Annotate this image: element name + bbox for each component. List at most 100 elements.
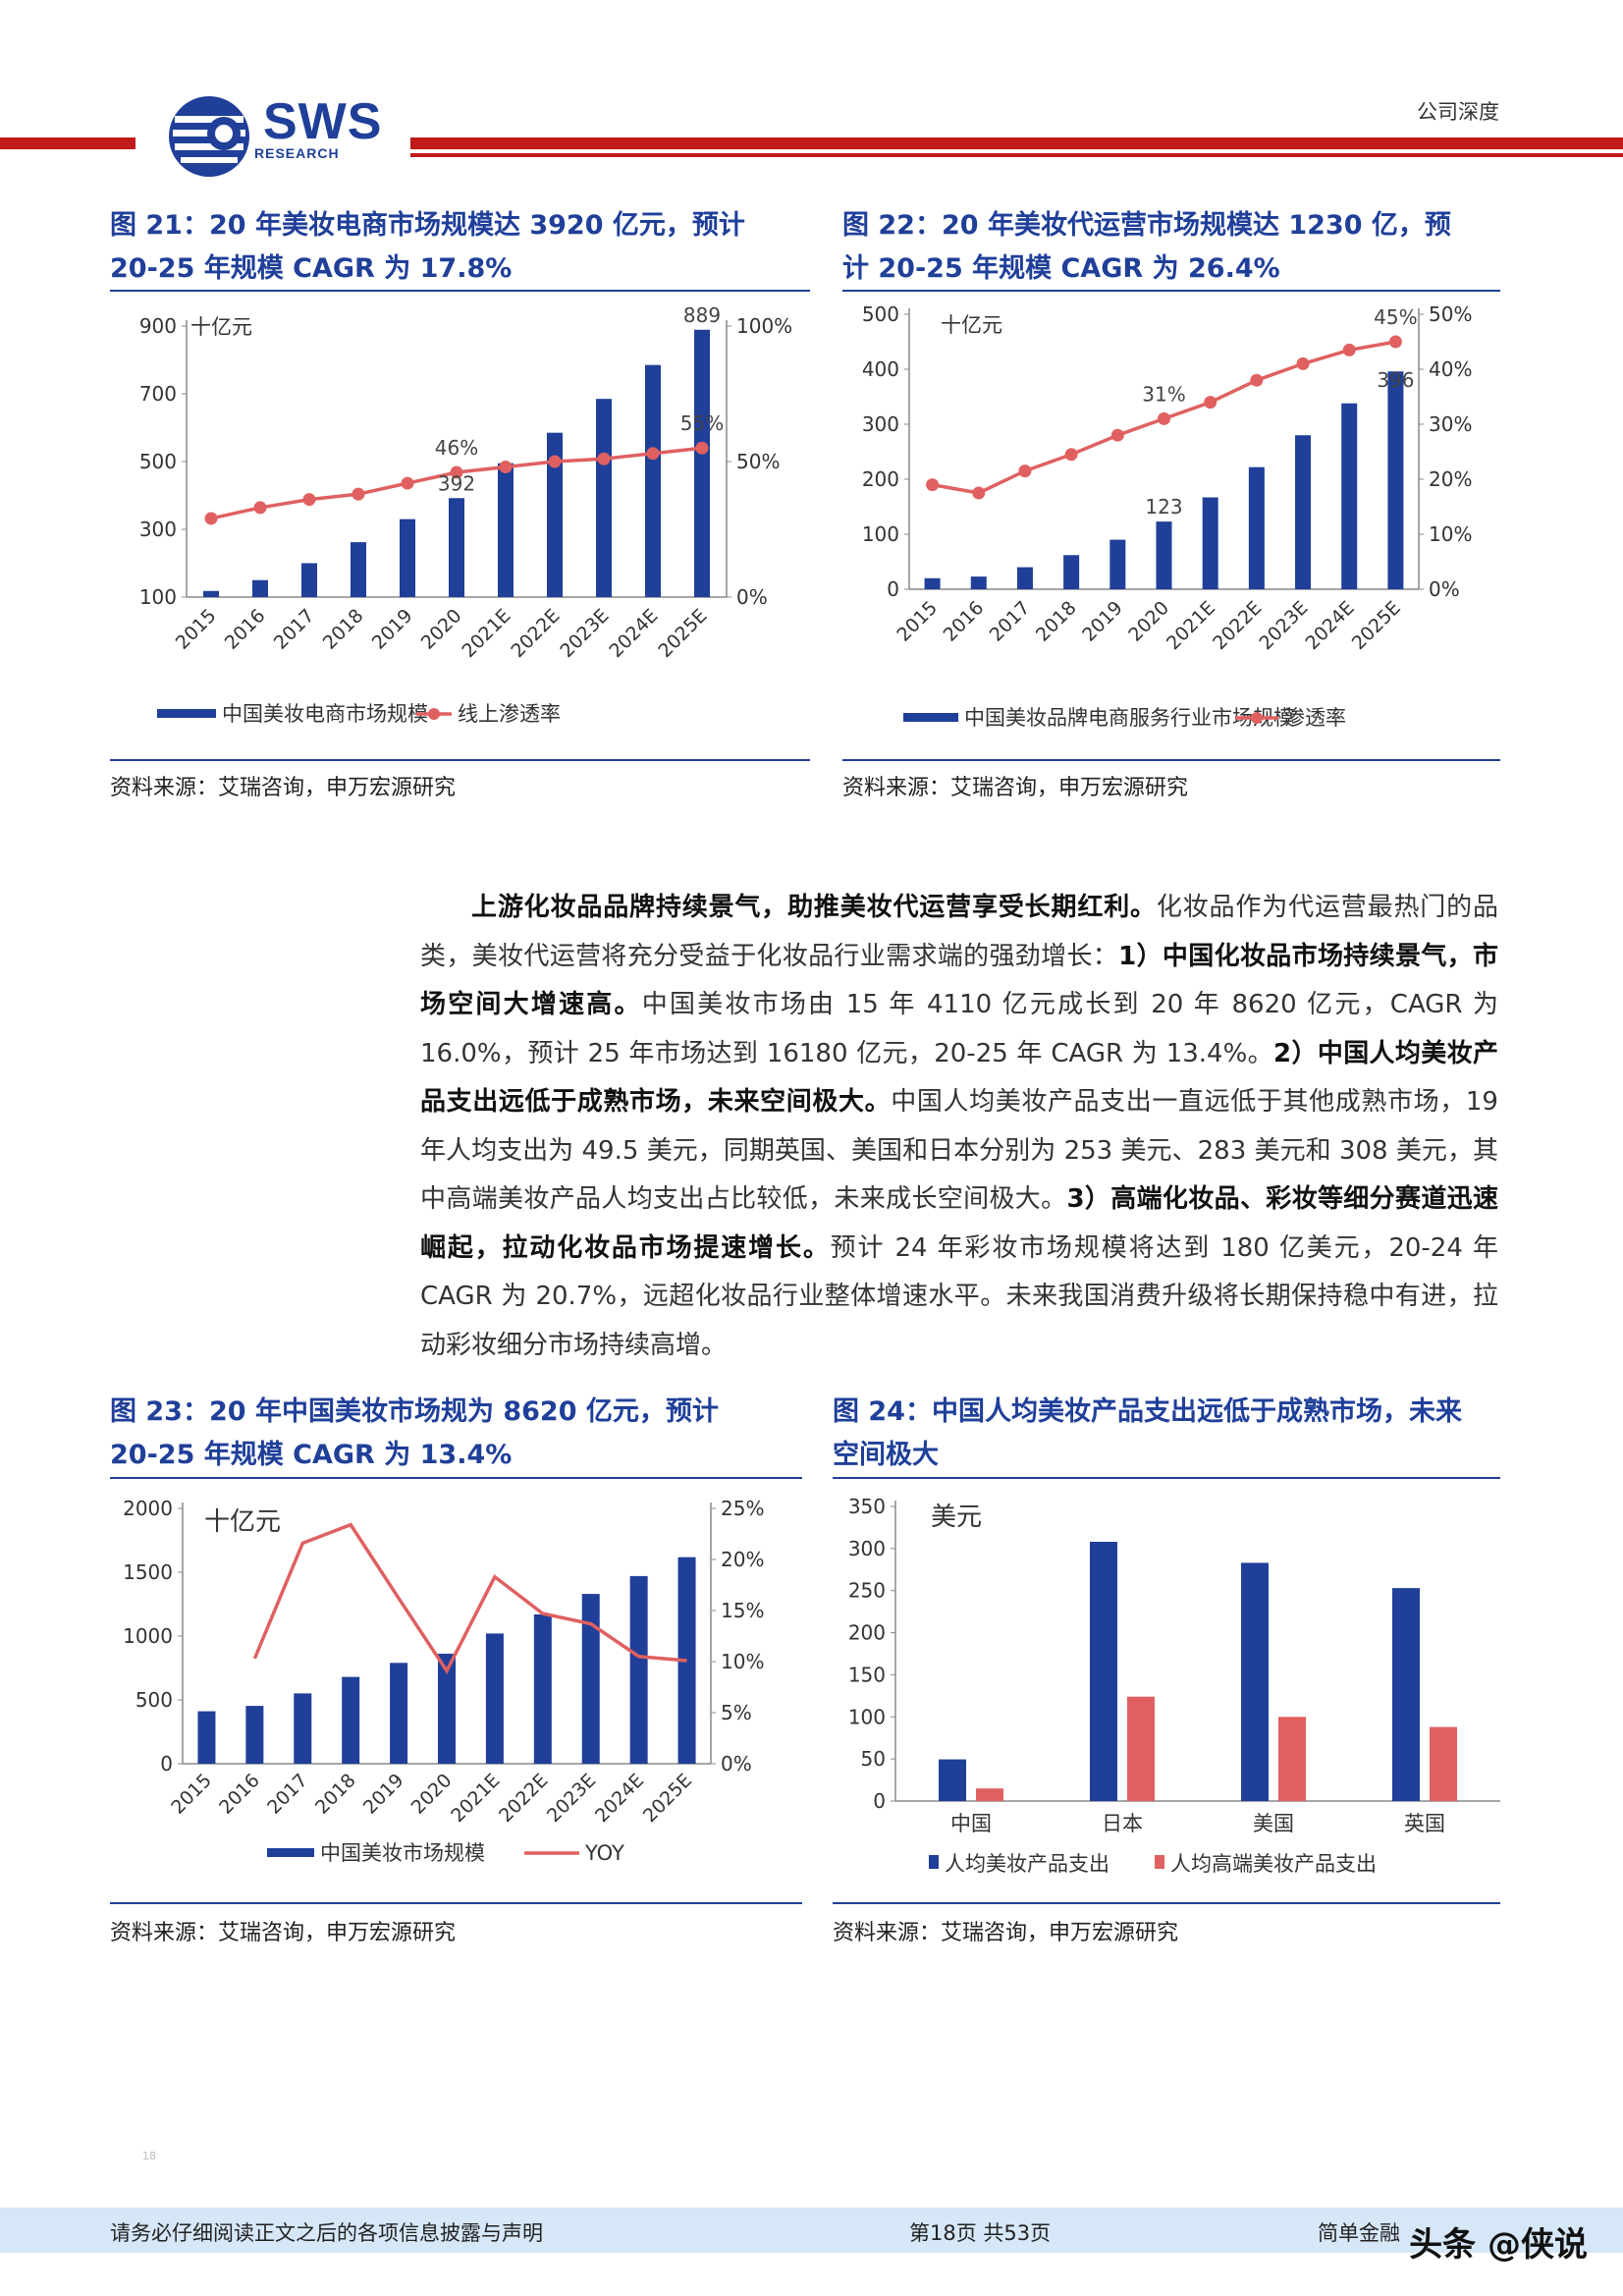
bar <box>1295 435 1312 589</box>
line-point <box>1388 335 1402 349</box>
bar <box>485 1633 504 1764</box>
y-tick-right-label: 30% <box>1429 412 1472 436</box>
y-tick-left-label: 500 <box>862 302 899 326</box>
unit-label: 美元 <box>931 1503 982 1532</box>
bar <box>939 1759 966 1801</box>
para-text-1: 化妆品作为代运营最热门的品类，美妆代运营将充分受益于化妆品行业需求端的强劲增长： <box>420 893 1498 971</box>
bar <box>547 432 563 597</box>
x-tick-label: 2015 <box>893 597 942 646</box>
figure-21-bottom-rule <box>110 759 810 761</box>
y-tick-right-label: 0% <box>1429 577 1460 601</box>
figure-21-source: 资料来源：艾瑞咨询，申万宏源研究 <box>110 776 457 800</box>
legend-swatch-dot <box>1251 712 1263 724</box>
y-tick-left-label: 1500 <box>123 1560 173 1584</box>
y-tick-left-label: 700 <box>139 382 177 406</box>
footer-page-count: 第18页 共53页 <box>909 2221 1052 2245</box>
y-tick-right-label: 5% <box>721 1701 752 1724</box>
bar <box>203 590 219 597</box>
bar <box>294 1693 312 1764</box>
line-point <box>1250 373 1264 387</box>
figure-23-top-rule <box>110 1477 802 1479</box>
bar <box>1430 1726 1457 1801</box>
x-tick-label: 2019 <box>359 1770 408 1819</box>
figure-22-source: 资料来源：艾瑞咨询，申万宏源研究 <box>842 776 1189 800</box>
line-point <box>548 455 562 468</box>
bar <box>533 1613 552 1764</box>
bar <box>1063 555 1080 589</box>
bar <box>1392 1588 1420 1801</box>
figure-24-title-line2: 空间极大 <box>833 1440 939 1470</box>
line-point <box>1296 356 1310 370</box>
legend-swatch <box>157 709 216 718</box>
para-bold-2: 1）中国化妆品市场持续景气，市场空间大增速高。 <box>420 941 1498 1020</box>
figure-24-source: 资料来源：艾瑞咨询，申万宏源研究 <box>833 1921 1179 1945</box>
bar <box>645 364 661 597</box>
y-tick-left-label: 300 <box>848 1537 886 1560</box>
bar <box>301 563 317 597</box>
legend-swatch <box>267 1848 314 1857</box>
unit-label: 十亿元 <box>204 1507 281 1537</box>
bar <box>596 399 612 597</box>
x-tick-label: 2016 <box>221 605 270 654</box>
x-tick-label: 2021E <box>458 605 514 662</box>
data-label: 31% <box>1142 382 1185 406</box>
y-tick-left-label: 0 <box>887 577 899 601</box>
legend-label: 人均高端美妆产品支出 <box>1170 1852 1377 1876</box>
y-tick-left-label: 100 <box>139 585 177 609</box>
x-tick-label: 2021E <box>1163 597 1219 654</box>
y-tick-right-label: 25% <box>721 1497 764 1520</box>
x-tick-label: 2022E <box>1209 597 1266 654</box>
x-tick-label: 2022E <box>495 1770 552 1827</box>
y-tick-left-label: 50 <box>861 1747 886 1771</box>
x-tick-label: 2018 <box>1032 597 1081 646</box>
line-point <box>401 476 414 490</box>
line-point <box>695 441 709 455</box>
bar <box>1016 567 1033 589</box>
x-tick-label: 2021E <box>447 1770 504 1827</box>
x-tick-label: 2017 <box>263 1770 312 1819</box>
figure-21-title-line2: 20-25 年规模 CAGR 为 17.8% <box>110 253 513 284</box>
x-tick-label: 2022E <box>507 605 564 662</box>
legend-label: YOY <box>584 1841 624 1865</box>
x-tick-label: 2023E <box>1255 597 1312 654</box>
y-tick-left-label: 100 <box>862 522 899 546</box>
page-number-faint: 18 <box>142 2150 156 2162</box>
line-point <box>646 447 660 461</box>
footer-brand: 简单金融 <box>1318 2221 1400 2245</box>
unit-label: 十亿元 <box>190 315 252 339</box>
y-tick-left-label: 400 <box>862 357 899 381</box>
legend-label: 人均美妆产品支出 <box>945 1852 1109 1876</box>
y-tick-left-label: 1000 <box>123 1624 173 1648</box>
legend-label: 渗透率 <box>1284 706 1346 730</box>
line-point <box>352 487 365 501</box>
bar <box>252 579 268 597</box>
line-point <box>1342 343 1356 356</box>
line-point <box>926 478 940 492</box>
line-point <box>204 512 218 525</box>
y-tick-right-label: 20% <box>721 1548 764 1571</box>
y-tick-right-label: 15% <box>721 1599 764 1622</box>
bar <box>1341 403 1358 589</box>
series-line <box>252 1522 687 1674</box>
legend-swatch <box>929 1855 939 1869</box>
data-label: 123 <box>1145 495 1182 519</box>
figure-22-title-line2: 计 20-25 年规模 CAGR 为 26.4% <box>842 253 1280 284</box>
x-tick-label: 2017 <box>270 605 319 654</box>
line-point <box>450 465 463 479</box>
x-tick-label: 2024E <box>1302 597 1359 654</box>
y-tick-left-label: 300 <box>139 518 177 541</box>
figure-22-title: 图 22：20 年美妆代运营市场规模达 1230 亿，预 计 20-25 年规模… <box>842 204 1451 291</box>
x-tick-label: 2015 <box>167 1770 216 1819</box>
line-point <box>1110 428 1124 442</box>
x-tick-label: 2024E <box>591 1770 648 1827</box>
figure-22-top-rule <box>842 290 1500 292</box>
bar <box>1248 466 1265 589</box>
y-tick-left-label: 500 <box>135 1688 173 1712</box>
bar <box>197 1711 216 1764</box>
bar <box>970 576 987 589</box>
x-tick-label: 2017 <box>986 597 1035 646</box>
logo-text: SWS <box>263 93 383 150</box>
legend-swatch <box>1155 1855 1164 1869</box>
